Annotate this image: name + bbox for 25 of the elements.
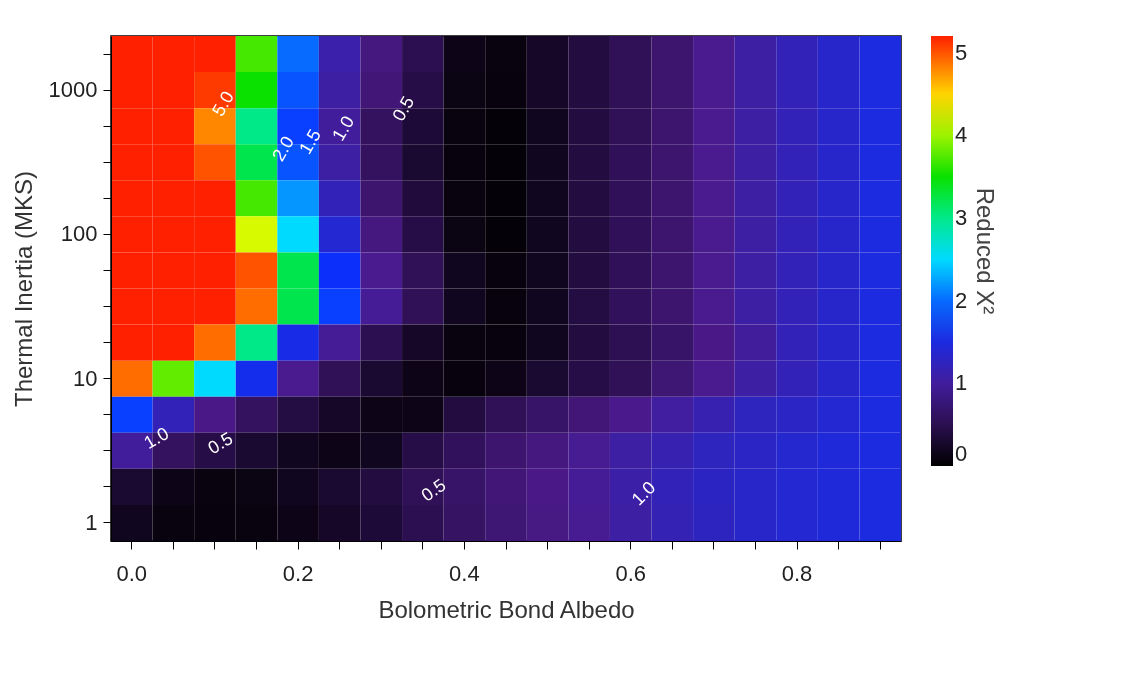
y-tick-label: 100 bbox=[60, 221, 98, 247]
y-tick-label: 1 bbox=[85, 509, 98, 535]
annotation: 1.0 bbox=[627, 477, 660, 510]
x-tick-label: 0.0 bbox=[116, 560, 148, 586]
x-tick-label: 0.4 bbox=[449, 560, 480, 586]
x-tick-label: 0.8 bbox=[781, 560, 813, 586]
color-bar-label: 0 bbox=[955, 441, 968, 466]
y-tick-label: 1000 bbox=[48, 77, 98, 103]
color-bar-label: 2 bbox=[955, 287, 968, 313]
x-axis-title: Bolometric Bond Albedo bbox=[378, 595, 635, 623]
color-bar-label: 5 bbox=[955, 39, 968, 65]
annotation: 0.5 bbox=[204, 428, 237, 459]
x-tick-label: 0.2 bbox=[282, 560, 314, 586]
annotation: 0.5 bbox=[417, 474, 450, 506]
color-bar-label: 4 bbox=[955, 122, 968, 148]
y-axis-title: Thermal Inertia (MKS) bbox=[9, 170, 37, 408]
annotation: 5.0 bbox=[208, 87, 239, 120]
annotation: 0.5 bbox=[388, 92, 419, 125]
annotation: 1.0 bbox=[140, 423, 173, 454]
annotation: 1.0 bbox=[328, 112, 359, 145]
color-bar-label: 3 bbox=[955, 204, 968, 230]
y-tick-label: 10 bbox=[73, 365, 98, 391]
color-bar-label: 1 bbox=[955, 370, 968, 396]
color-bar-title: Reduced Χ² bbox=[972, 187, 999, 315]
x-tick-label: 0.6 bbox=[615, 560, 647, 586]
